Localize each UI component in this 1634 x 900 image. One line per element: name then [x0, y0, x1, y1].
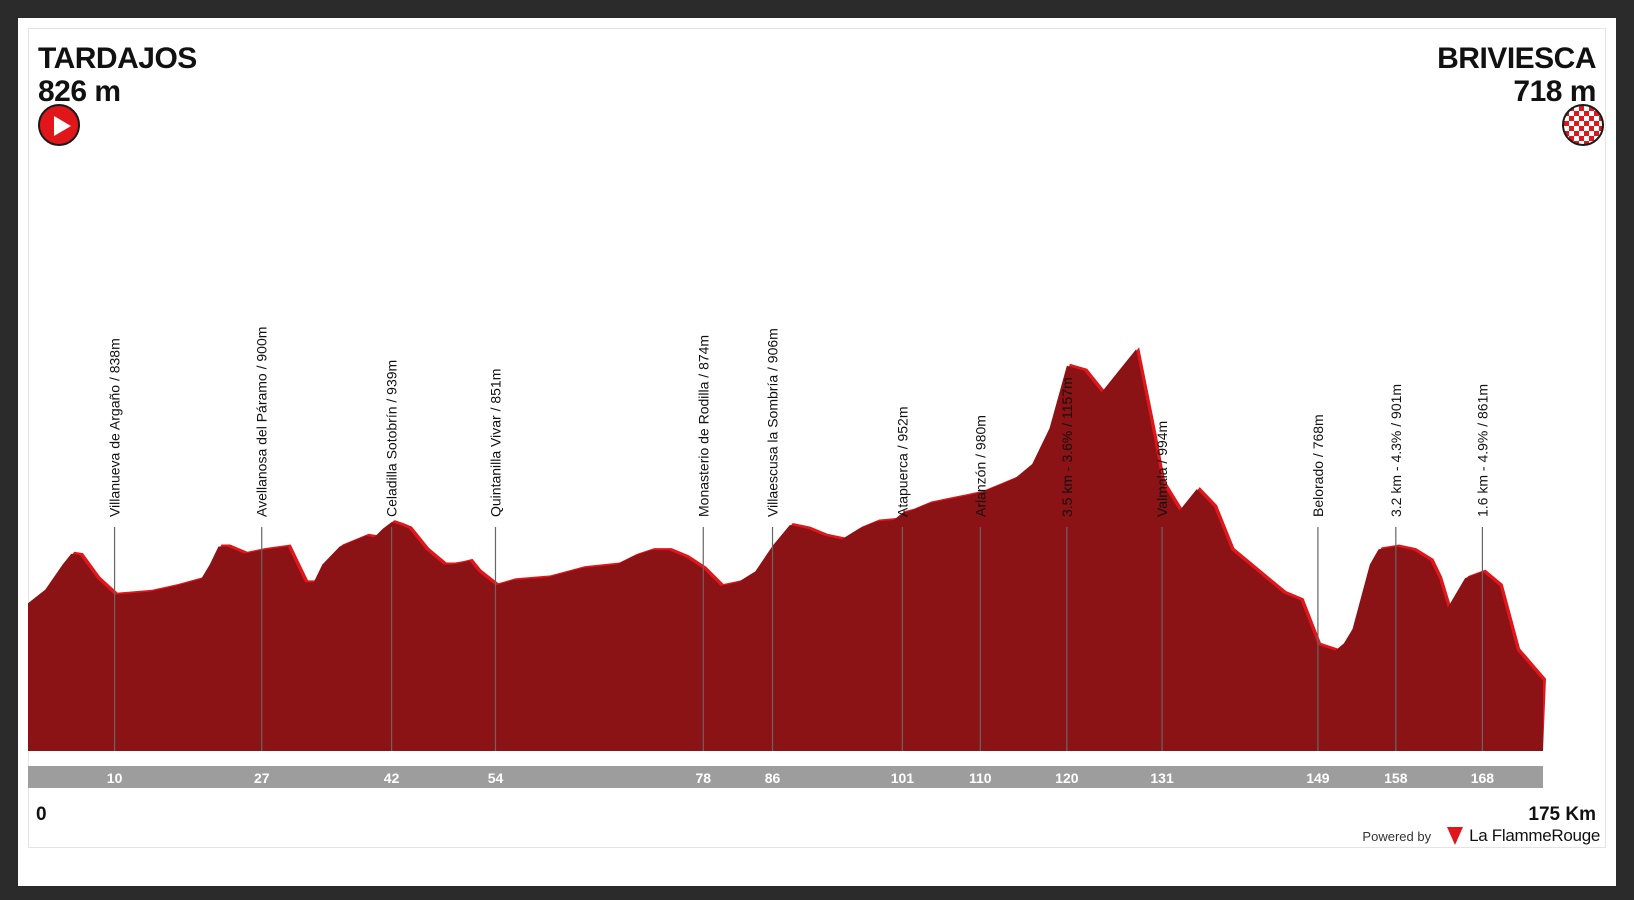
distance-end-label: 175 Km [1528, 804, 1596, 825]
marker-label: 1.6 km - 4.9% / 861m [1474, 384, 1490, 517]
checkered-flag-icon [1562, 104, 1604, 146]
marker-label: Villanueva de Argaño / 838m [107, 338, 123, 517]
marker-label: 3.2 km - 4.3% / 901m [1388, 384, 1404, 517]
km-tick-label: 149 [1306, 770, 1330, 786]
elevation-profile-chart: Villanueva de Argaño / 838m 10 Avellanosa … [28, 327, 1546, 788]
marker-label: Valmala / 994m [1154, 421, 1170, 517]
profile-frame [28, 28, 1606, 848]
marker-label: 3.5 km - 3.6% / 1157m [1059, 377, 1075, 517]
start-name: TARDAJOS [38, 42, 197, 75]
start-altitude: 826 m [38, 75, 121, 108]
finish-location: BRIVIESCA 718 m [1437, 42, 1596, 108]
km-tick-label: 78 [695, 770, 711, 786]
credit-powered-by: Powered by [1362, 828, 1432, 844]
credit: Powered by La FlammeRouge [1362, 826, 1600, 846]
km-tick-label: 120 [1055, 770, 1079, 786]
km-tick-label: 54 [488, 770, 504, 786]
profile-area [28, 349, 1543, 751]
flamme-rouge-logo-icon [1447, 827, 1464, 845]
finish-name: BRIVIESCA [1437, 42, 1596, 75]
start-location: TARDAJOS 826 m [38, 42, 197, 108]
km-tick-label: 110 [969, 770, 992, 786]
play-icon [38, 104, 80, 146]
finish-altitude: 718 m [1513, 75, 1596, 108]
marker-label: Monasterio de Rodilla / 874m [695, 335, 711, 517]
marker-label: Atapuerca / 952m [894, 406, 910, 517]
stage-profile-card: TARDAJOS 826 m BRIVIESCA 718 m Villanuev… [18, 18, 1616, 886]
km-tick-label: 10 [107, 770, 123, 786]
marker-label: Belorado / 768m [1310, 414, 1326, 517]
marker-label: Celadilla Sotobrín / 939m [384, 360, 400, 517]
km-tick-label: 131 [1150, 770, 1174, 786]
marker-label: Quintanilla Vivar / 851m [487, 369, 503, 517]
distance-axis-bar [28, 766, 1543, 788]
km-tick-label: 27 [254, 770, 270, 786]
km-tick-label: 168 [1471, 770, 1495, 786]
marker-label: Avellanosa del Páramo / 900m [254, 327, 270, 517]
marker-label: Villaescusa la Sombría / 906m [765, 328, 781, 517]
distance-start-label: 0 [36, 804, 47, 825]
km-tick-label: 86 [765, 770, 781, 786]
km-tick-label: 101 [891, 770, 915, 786]
km-tick-label: 158 [1384, 770, 1408, 786]
marker-label: Arlanzón / 980m [972, 415, 988, 517]
credit-brand: La FlammeRouge [1469, 826, 1600, 845]
km-tick-label: 42 [384, 770, 400, 786]
